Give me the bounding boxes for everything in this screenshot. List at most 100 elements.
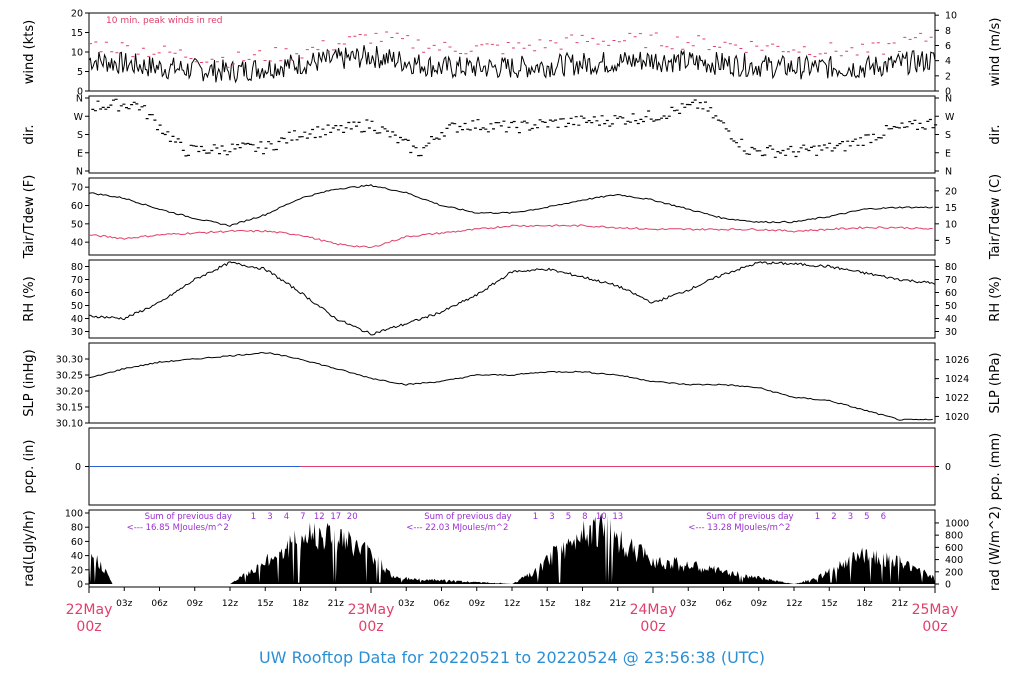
tick-label-right-temperature-2: 15	[945, 203, 957, 214]
tick-label-left-rad-2: 40	[71, 551, 83, 562]
ylabel-right-pcp: pcp. (mm)	[988, 433, 1003, 500]
tick-label-left-temperature-0: 40	[71, 238, 83, 249]
tick-label-left-slp-0: 30.10	[56, 419, 83, 430]
tick-label-left-temperature-3: 70	[71, 183, 83, 194]
tick-label-left-rh-5: 80	[71, 262, 83, 273]
annotation-sum-label-1: Sum of previous day	[424, 512, 511, 522]
x-tick-label-7: 03z	[398, 599, 414, 609]
tick-label-right-temperature-0: 5	[945, 236, 951, 247]
tick-label-right-dir-1: E	[945, 148, 951, 159]
series-area-solar-radiation	[89, 513, 935, 584]
tick-label-left-rh-3: 60	[71, 288, 83, 299]
hour-marker-1-2: 5	[566, 512, 571, 522]
ylabel-left-wind: wind (kts)	[22, 20, 37, 84]
ylabel-left-temperature: Tair/Tdew (F)	[22, 175, 37, 260]
x-tick-label-4: 15z	[257, 599, 273, 609]
x-tick-label-14: 03z	[680, 599, 696, 609]
tick-label-right-rad-2: 400	[945, 555, 963, 566]
hour-marker-0-1: 3	[267, 512, 272, 522]
tick-label-left-rh-2: 50	[71, 301, 83, 312]
tick-label-right-rad-4: 800	[945, 531, 963, 542]
panel-frame-temperature	[88, 177, 936, 256]
tick-label-left-rad-0: 0	[77, 580, 83, 591]
series-line-relative-humidity	[88, 261, 936, 336]
tick-label-right-rh-3: 60	[945, 288, 957, 299]
tick-label-left-slp-4: 30.30	[56, 355, 83, 366]
x-tick-label-11: 15z	[539, 599, 555, 609]
series-line-wind-speed	[88, 45, 936, 84]
ylabel-left-slp: SLP (inHg)	[22, 349, 37, 417]
ylabel-right-slp: SLP (hPa)	[988, 352, 1003, 413]
tick-label-left-wind-2: 10	[71, 48, 83, 59]
tick-label-right-rh-2: 50	[945, 301, 957, 312]
tick-label-left-rh-1: 40	[71, 314, 83, 325]
tick-label-left-rad-4: 80	[71, 523, 83, 534]
tick-label-right-wind-0: 0	[945, 87, 951, 98]
ylabel-right-wind: wind (m/s)	[988, 18, 1003, 87]
x-tick-label-20: 21z	[892, 599, 908, 609]
tick-label-left-temperature-1: 50	[71, 219, 83, 230]
x-day-date-2: 24May	[630, 602, 677, 618]
ylabel-right-dir: dir.	[988, 124, 1003, 144]
x-tick-label-15: 06z	[715, 599, 731, 609]
panel-frame-rh	[88, 259, 936, 339]
figure-footer-title: UW Rooftop Data for 20220521 to 20220524…	[258, 648, 766, 667]
hour-marker-0-2: 4	[284, 512, 289, 522]
hour-marker-1-3: 8	[582, 512, 587, 522]
series-line-air-temperature	[88, 184, 933, 227]
x-tick-label-3: 12z	[222, 599, 238, 609]
x-tick-label-12: 18z	[574, 599, 590, 609]
hour-marker-1-1: 3	[549, 512, 554, 522]
x-tick-label-2: 09z	[187, 599, 203, 609]
ylabel-right-temperature: Tair/Tdew (C)	[988, 174, 1003, 260]
tick-label-left-slp-3: 30.25	[56, 371, 83, 382]
tick-label-right-dir-0: N	[945, 167, 952, 178]
hour-marker-2-2: 3	[848, 512, 853, 522]
tick-label-left-temperature-2: 60	[71, 201, 83, 212]
x-tick-label-1: 06z	[151, 599, 167, 609]
tick-label-right-slp-2: 1024	[945, 374, 969, 385]
tick-label-right-rad-1: 200	[945, 567, 963, 578]
tick-label-right-dir-4: N	[945, 94, 952, 105]
tick-label-left-pcp: 0	[75, 462, 81, 473]
tick-label-right-wind-3: 6	[945, 41, 951, 52]
tick-label-right-slp-0: 1020	[945, 412, 969, 423]
x-day-date-0: 22May	[66, 602, 113, 618]
annotation-sum-value-1: <--- 22.03 MJoules/m^2	[406, 523, 508, 533]
hour-marker-0-3: 7	[300, 512, 305, 522]
ylabel-right-rh: RH (%)	[988, 276, 1003, 321]
series-line-dew-point	[88, 224, 933, 249]
tick-label-left-wind-3: 15	[71, 28, 83, 39]
hour-marker-0-4: 12	[314, 512, 325, 522]
ylabel-left-pcp: pcp. (in)	[22, 440, 37, 494]
ylabel-right-rad: rad (W/m^2)	[988, 506, 1003, 591]
tick-label-right-rh-5: 80	[945, 262, 957, 273]
tick-label-left-rh-0: 30	[71, 327, 83, 338]
tick-label-right-temperature-1: 10	[945, 219, 957, 230]
hour-marker-0-6: 20	[347, 512, 358, 522]
hour-marker-1-4: 10	[596, 512, 607, 522]
tick-label-left-rad-5: 100	[65, 509, 83, 520]
annotation-sum-label-0: Sum of previous day	[145, 512, 232, 522]
x-tick-label-16: 09z	[751, 599, 767, 609]
series-marks-peak-winds	[89, 31, 933, 68]
x-tick-label-17: 12z	[786, 599, 802, 609]
tick-label-left-slp-2: 30.20	[56, 387, 83, 398]
tick-label-right-pcp: 0	[945, 462, 951, 473]
tick-label-right-wind-4: 8	[945, 26, 951, 37]
hour-marker-1-0: 1	[533, 512, 538, 522]
tick-label-left-wind-4: 20	[71, 9, 83, 20]
tick-label-left-dir-0: N	[76, 167, 83, 178]
x-day-time-1: 00z	[358, 619, 383, 635]
annotation-sum-value-2: <--- 13.28 MJoules/m^2	[688, 523, 790, 533]
tick-label-right-rh-0: 30	[945, 327, 957, 338]
hour-marker-0-5: 17	[330, 512, 341, 522]
tick-label-right-wind-2: 4	[945, 56, 951, 67]
panel-frame-dir	[88, 95, 936, 174]
series-line-sea-level-pressure	[88, 352, 933, 421]
tick-label-left-dir-1: E	[77, 148, 83, 159]
tick-label-left-rh-4: 70	[71, 275, 83, 286]
tick-label-left-slp-1: 30.15	[56, 403, 83, 414]
tick-label-left-wind-1: 5	[77, 67, 83, 78]
